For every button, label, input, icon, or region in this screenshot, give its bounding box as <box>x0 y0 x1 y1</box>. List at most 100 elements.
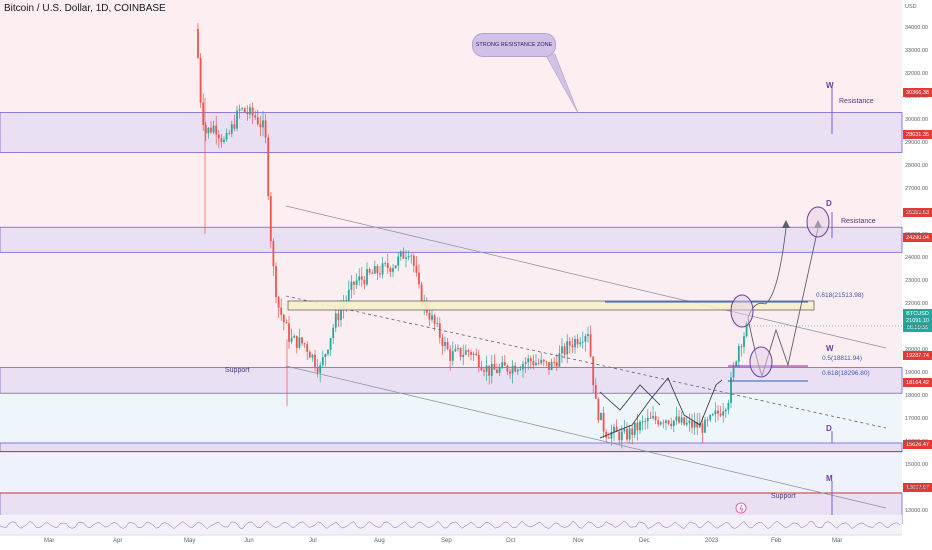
candle-body <box>376 266 379 274</box>
price-tag-24290: 24290.04 <box>903 233 932 242</box>
x-tick: 2023 <box>705 538 719 544</box>
bg-upper <box>0 0 902 113</box>
candle-body <box>373 266 376 274</box>
candle-body <box>480 367 483 371</box>
fib-618-high-label: 0.618(21513.98) <box>816 292 864 299</box>
candle-body <box>262 120 264 128</box>
candle-body <box>706 419 709 421</box>
zone-1 <box>0 226 903 253</box>
candle-body <box>587 334 589 337</box>
candle-body <box>509 371 511 374</box>
candle-body <box>672 420 675 426</box>
support-label-right: Support <box>771 493 796 500</box>
candle-body <box>311 354 314 358</box>
candle-body <box>613 426 615 433</box>
candle-body <box>563 346 566 355</box>
candle-body <box>524 362 527 364</box>
resistance-label-upper: Resistance <box>839 98 874 105</box>
y-tick: 29000.00 <box>905 140 928 146</box>
candle-body <box>665 420 667 424</box>
candle-body <box>295 335 298 348</box>
x-tick: Sep <box>441 538 452 544</box>
y-tick: 33000.00 <box>905 48 928 54</box>
candle-body <box>610 432 613 439</box>
candle-body <box>233 124 236 129</box>
candle-body <box>602 412 605 432</box>
y-tick: 32000.00 <box>905 71 928 77</box>
bg-lower <box>0 393 902 452</box>
candle-body <box>566 341 569 355</box>
price-tag-30366: 30366.38 <box>903 88 932 97</box>
candle-body <box>464 350 467 355</box>
candle-body <box>514 365 517 372</box>
candle-body <box>267 137 270 197</box>
candle-body <box>519 369 522 371</box>
candle-body <box>410 255 413 257</box>
candle-body <box>516 369 519 372</box>
candle-body <box>730 377 732 403</box>
x-tick: Mar <box>44 538 55 544</box>
y-tick: 19000.00 <box>905 370 928 376</box>
last-price-tag: 21091.10 <box>903 316 932 325</box>
candle-body <box>615 426 618 432</box>
candle-body <box>667 420 670 424</box>
candle-body <box>418 272 420 285</box>
candle-body <box>303 343 306 345</box>
candle-body <box>592 356 595 386</box>
rsi-panel <box>0 515 902 535</box>
candle-body <box>316 366 319 373</box>
x-tick: Feb <box>771 538 782 544</box>
candle-body <box>202 102 205 126</box>
candle-body <box>334 313 337 328</box>
candle-body <box>553 361 556 363</box>
candle-body <box>228 133 231 134</box>
key-level-box <box>287 300 815 311</box>
candle-body <box>306 344 309 352</box>
candle-body <box>358 276 361 281</box>
candle-body <box>550 361 553 370</box>
candle-body <box>420 284 423 306</box>
candle-body <box>472 353 475 355</box>
candle-body <box>199 57 202 103</box>
symbol-tag: BTCUSD <box>903 309 932 318</box>
candle-body <box>285 322 288 324</box>
candle-body <box>537 362 540 364</box>
price-tag-25381: 25381.63 <box>903 208 932 217</box>
candle-body <box>496 369 498 373</box>
candle-body <box>548 362 550 370</box>
rsi-line <box>0 520 901 530</box>
chart-title: Bitcoin / U.S. Dollar, 1D, COINBASE <box>4 3 166 14</box>
candle-body <box>293 335 296 338</box>
y-tick: 20000.00 <box>905 347 928 353</box>
candle-body <box>493 363 496 370</box>
candle-body <box>722 411 725 416</box>
candle-body <box>207 127 210 134</box>
resistance-label-lower: Resistance <box>841 218 876 225</box>
candle-body <box>350 281 353 290</box>
candle-body <box>709 415 712 420</box>
candle-body <box>571 345 574 348</box>
candle-body <box>441 337 444 347</box>
candle-body <box>485 365 488 372</box>
x-tick: Nov <box>573 538 584 544</box>
candle-body <box>506 365 509 372</box>
candle-body <box>272 241 275 267</box>
candle-body <box>402 251 405 259</box>
candle-body <box>470 351 472 355</box>
candle-body <box>649 417 652 419</box>
candle-body <box>483 370 485 372</box>
fib-05-label: 0.5(18811.94) <box>822 355 862 362</box>
y-tick: 18000.00 <box>905 393 928 399</box>
candle-body <box>212 125 215 133</box>
candle-body <box>446 341 449 350</box>
candle-body <box>683 417 686 425</box>
candle-body <box>220 138 223 143</box>
candle-body <box>415 265 418 273</box>
lightning-icon <box>739 504 744 513</box>
x-tick: Mar <box>832 538 843 544</box>
candle-body <box>628 428 631 440</box>
zone-3 <box>0 442 903 452</box>
candle-body <box>498 367 501 373</box>
candle-body <box>230 124 233 134</box>
